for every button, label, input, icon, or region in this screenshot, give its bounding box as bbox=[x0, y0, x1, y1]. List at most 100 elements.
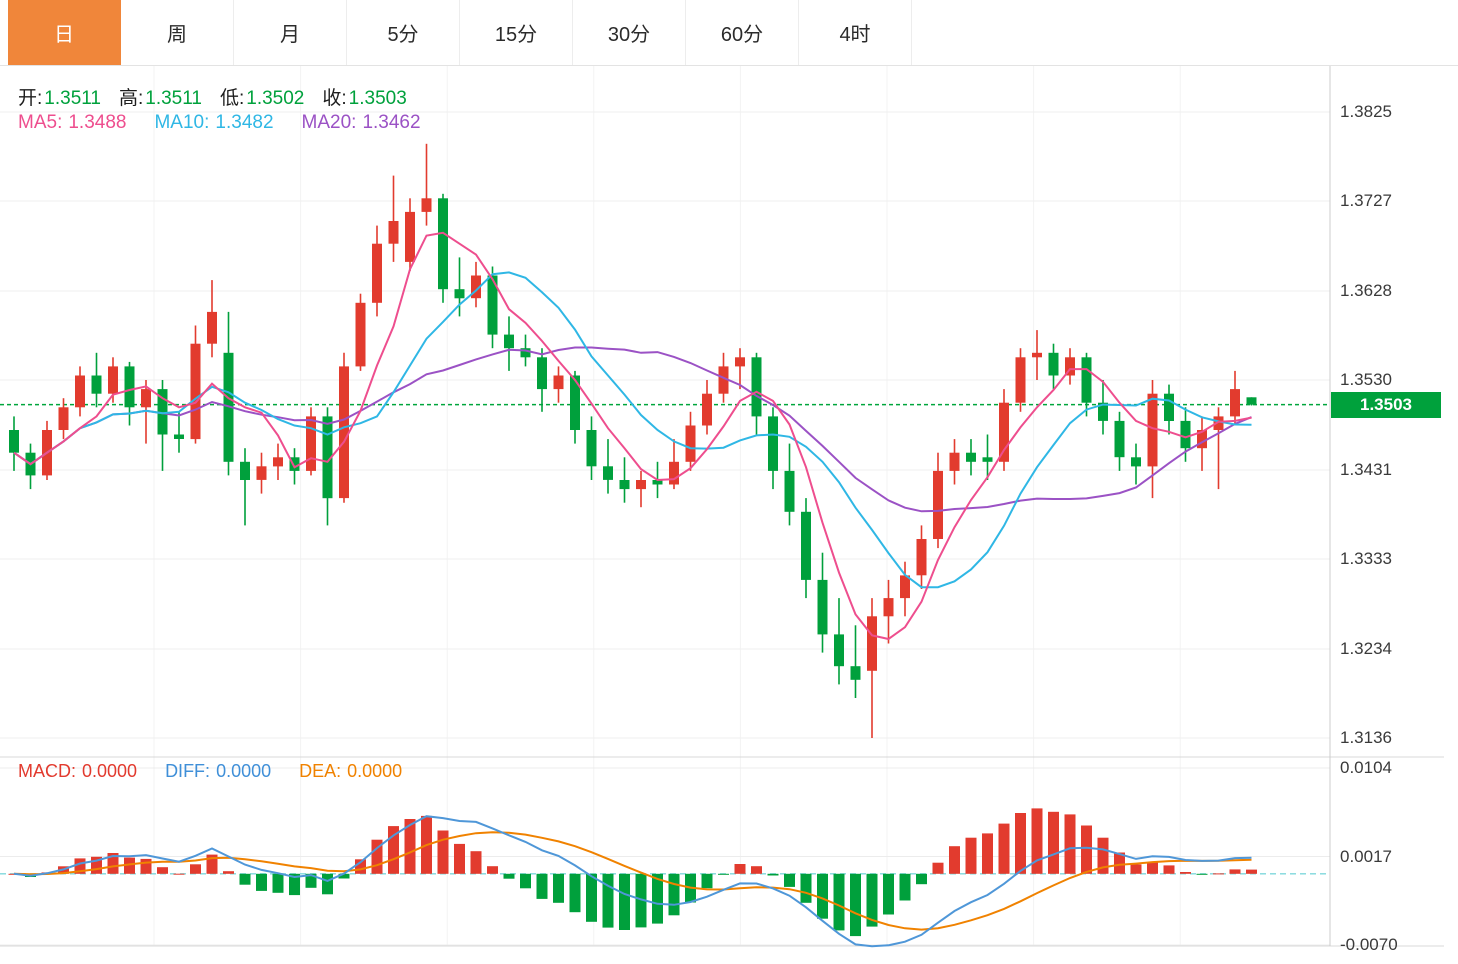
macd-bar bbox=[1213, 873, 1224, 875]
macd-bar bbox=[256, 873, 267, 891]
macd-bar bbox=[1130, 864, 1142, 874]
open-value: 1.3511 bbox=[44, 88, 101, 109]
tab-month[interactable]: 月 bbox=[234, 0, 347, 65]
macd-bar bbox=[652, 873, 663, 924]
macd-bar bbox=[157, 867, 168, 874]
macd-bar bbox=[784, 873, 795, 887]
candlesticks bbox=[9, 143, 1257, 738]
macd-bar bbox=[800, 873, 812, 903]
macd-bar bbox=[586, 873, 597, 922]
macd-bar bbox=[404, 819, 416, 874]
macd-bar bbox=[371, 839, 383, 874]
last-price-tag: 1.3503 bbox=[1331, 392, 1441, 418]
tab-4hour[interactable]: 4时 bbox=[799, 0, 912, 65]
macd-bar bbox=[1147, 862, 1158, 874]
macd-bar bbox=[173, 873, 185, 875]
macd-bar bbox=[817, 873, 828, 919]
macd-bar bbox=[734, 864, 746, 874]
ma-legend: MA5: 1.3488 MA10: 1.3482 MA20: 1.3462 bbox=[18, 112, 421, 134]
macd-bar bbox=[767, 873, 779, 876]
ma5-label: MA5: bbox=[18, 112, 63, 133]
high-label: 高: bbox=[118, 88, 144, 109]
macd-bar bbox=[355, 859, 366, 874]
macd-value: 0.0000 bbox=[82, 761, 138, 781]
ohlc-legend: 开: 1.3511 高: 1.3511 低: 1.3502 收: 1.3503 bbox=[18, 83, 425, 110]
tab-week[interactable]: 周 bbox=[121, 0, 234, 65]
dea-value: 0.0000 bbox=[347, 761, 403, 781]
macd-bar bbox=[520, 873, 531, 889]
tab-60min[interactable]: 60分 bbox=[686, 0, 799, 65]
macd-bar bbox=[883, 873, 894, 915]
ma10-label: MA10: bbox=[154, 112, 210, 133]
macd-legend: MACD: 0.0000 DIFF: 0.0000 DEA: 0.0000 bbox=[18, 761, 402, 782]
main-axis-tick: 1.3333 bbox=[1340, 549, 1392, 568]
open-label: 开: bbox=[18, 88, 43, 109]
timeframe-tabbar: 日 周 月 5分 15分 30分 60分 4时 bbox=[0, 0, 1458, 66]
macd-bar bbox=[503, 873, 515, 879]
ma5-line bbox=[13, 231, 1252, 641]
macd-bar bbox=[850, 873, 861, 937]
macd-bar bbox=[1163, 865, 1175, 874]
macd-panel bbox=[8, 808, 1257, 948]
macd-bar bbox=[1048, 811, 1059, 874]
ma10-line bbox=[13, 271, 1252, 589]
macd-axis-tick: 0.0017 bbox=[1340, 846, 1392, 866]
macd-bar bbox=[1081, 825, 1092, 874]
macd-bar bbox=[899, 873, 911, 901]
macd-bar bbox=[553, 873, 564, 903]
tab-30min[interactable]: 30分 bbox=[573, 0, 686, 65]
main-axis-tick: 1.3727 bbox=[1340, 191, 1392, 211]
tab-5min[interactable]: 5分 bbox=[347, 0, 460, 65]
macd-bar bbox=[206, 854, 218, 874]
tab-15min[interactable]: 15分 bbox=[460, 0, 573, 65]
macd-bar bbox=[619, 873, 630, 930]
main-axis-tick: 1.3628 bbox=[1340, 280, 1392, 300]
macd-bar bbox=[866, 873, 878, 927]
macd-bar bbox=[223, 871, 234, 874]
macd-bar bbox=[1097, 837, 1109, 874]
macd-bar bbox=[1196, 873, 1208, 875]
macd-bar bbox=[1246, 869, 1257, 874]
macd-bar bbox=[1114, 852, 1125, 874]
macd-bar bbox=[1229, 869, 1241, 874]
macd-bar bbox=[932, 862, 944, 874]
macd-bar bbox=[91, 856, 102, 874]
y-axis: 1.3825 1.3727 1.3628 1.3530 1.3431 1.3333 1.32… bbox=[1340, 0, 1456, 964]
macd-axis-tick: 0.0104 bbox=[1340, 758, 1392, 777]
macd-bar bbox=[569, 873, 581, 913]
macd-bar bbox=[388, 826, 399, 874]
macd-bar bbox=[454, 843, 465, 874]
macd-bar bbox=[982, 833, 993, 874]
main-axis-tick: 1.3530 bbox=[1340, 370, 1392, 390]
low-label: 低: bbox=[219, 88, 245, 109]
low-value: 1.3502 bbox=[246, 88, 305, 109]
ma5-value: 1.3488 bbox=[68, 112, 127, 133]
macd-bar bbox=[305, 873, 317, 888]
macd-axis-tick: -0.0070 bbox=[1340, 935, 1398, 954]
diff-value: 0.0000 bbox=[216, 761, 272, 781]
macd-bar bbox=[536, 873, 548, 899]
macd-bar bbox=[437, 830, 449, 874]
main-axis-tick: 1.3136 bbox=[1340, 727, 1392, 747]
macd-bar bbox=[289, 873, 300, 896]
macd-bar bbox=[1064, 814, 1076, 874]
macd-bar bbox=[1180, 872, 1191, 874]
macd-bar bbox=[916, 873, 927, 885]
tab-day[interactable]: 日 bbox=[8, 0, 121, 65]
ma20-value: 1.3462 bbox=[362, 112, 421, 133]
macd-bar bbox=[965, 837, 977, 874]
macd-bar bbox=[833, 873, 845, 931]
macd-bar bbox=[949, 846, 960, 874]
macd-label: MACD: bbox=[18, 761, 76, 781]
macd-bar bbox=[470, 851, 482, 874]
macd-bar bbox=[239, 873, 251, 885]
macd-bar bbox=[602, 873, 614, 928]
macd-bar bbox=[998, 823, 1010, 874]
macd-bar bbox=[322, 873, 333, 895]
dea-label: DEA: bbox=[299, 761, 342, 781]
macd-bar bbox=[74, 858, 86, 874]
dea-line bbox=[13, 831, 1252, 931]
ma10-value: 1.3482 bbox=[215, 112, 274, 133]
macd-bar bbox=[1015, 813, 1026, 874]
